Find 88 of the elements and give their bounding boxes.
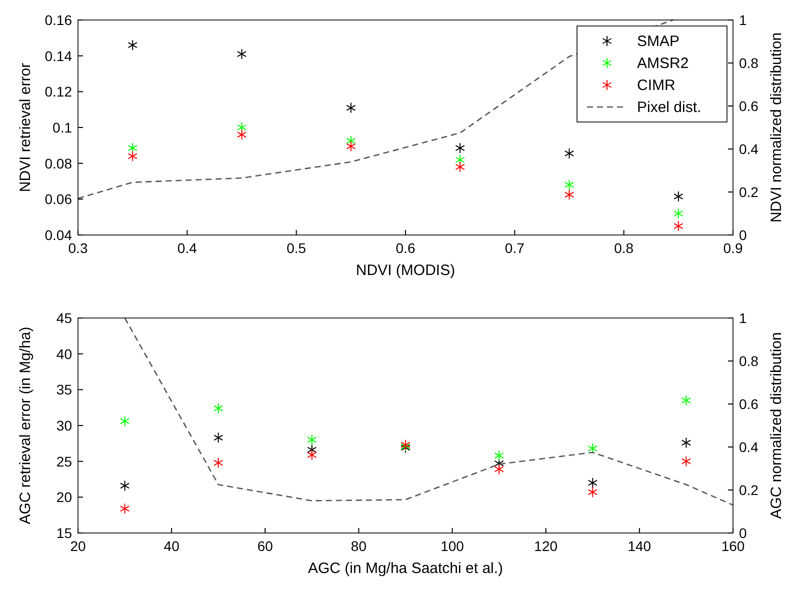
x-tick-label: 20 — [70, 538, 86, 554]
x-tick-label: 0.9 — [723, 240, 743, 256]
x-tick-label: 0.8 — [614, 240, 634, 256]
y2-axis-title: NDVI normalized distribution — [768, 32, 785, 223]
x-tick-label: 60 — [257, 538, 274, 554]
x-axis-title: NDVI (MODIS) — [356, 262, 456, 279]
point — [494, 450, 504, 462]
y-tick-label: 15 — [56, 525, 72, 541]
point — [494, 458, 504, 469]
x-tick-label: 0.5 — [286, 240, 306, 256]
y-tick-label: 0.06 — [44, 191, 72, 208]
point — [455, 142, 465, 154]
point — [346, 135, 356, 146]
x-tick-label: 0.7 — [504, 240, 525, 256]
y2-tick-label: 0.2 — [739, 184, 759, 200]
y-axis-title: AGC retrieval error (in Mg/ha) — [17, 326, 34, 524]
y2-tick-label: 0.6 — [739, 396, 759, 412]
point — [494, 464, 504, 475]
point — [674, 190, 684, 202]
y2-tick-label: 0.2 — [739, 482, 759, 498]
point — [214, 457, 224, 468]
point — [307, 434, 317, 446]
point — [564, 189, 574, 200]
y-tick-label: 0.14 — [44, 48, 72, 64]
x-tick-label: 100 — [440, 538, 464, 554]
point — [455, 161, 465, 172]
point — [588, 442, 598, 454]
point — [236, 122, 247, 133]
y2-tick-label: 1 — [739, 12, 747, 28]
y2-tick-label: 0.8 — [739, 353, 759, 369]
legend-label: CIMR — [637, 77, 676, 94]
y-tick-label: 40 — [56, 346, 72, 362]
point — [674, 220, 684, 232]
y-tick-label: 0.1 — [52, 120, 72, 136]
x-tick-label: 0.3 — [68, 240, 88, 256]
y2-tick-label: 0.8 — [739, 55, 759, 71]
y-tick-label: 0.16 — [44, 12, 72, 28]
point — [674, 208, 684, 219]
point — [236, 129, 247, 140]
y2-tick-label: 0.4 — [739, 439, 759, 455]
y-tick-label: 30 — [56, 418, 72, 434]
x-tick-label: 160 — [721, 538, 745, 554]
y-tick-label: 45 — [56, 310, 72, 326]
point — [128, 142, 138, 154]
x-tick-label: 0.6 — [396, 240, 416, 256]
point — [236, 48, 247, 60]
point — [120, 480, 130, 492]
point — [307, 444, 317, 456]
point — [681, 394, 692, 406]
y2-tick-label: 0 — [739, 227, 747, 243]
point — [564, 179, 574, 190]
y-tick-label: 20 — [56, 489, 72, 506]
point — [681, 456, 692, 467]
x-tick-label: 140 — [628, 538, 652, 554]
y2-tick-label: 1 — [739, 310, 747, 326]
point — [564, 148, 574, 159]
legend-label: SMAP — [637, 33, 680, 50]
point — [214, 432, 224, 444]
x-axis-title: AGC (in Mg/ha Saatchi et al.) — [308, 560, 504, 577]
x-tick-label: 80 — [350, 538, 367, 554]
point — [455, 154, 465, 166]
y-axis-title: NDVI retrieval error — [17, 62, 34, 192]
point — [346, 140, 356, 152]
legend-label: Pixel dist. — [637, 99, 702, 116]
point — [128, 40, 138, 51]
line-series — [124, 317, 734, 506]
point — [346, 102, 356, 114]
x-tick-label: 0.4 — [177, 240, 198, 256]
y2-tick-label: 0.4 — [739, 141, 759, 157]
legend-label: AMSR2 — [637, 55, 689, 72]
y-tick-label: 0.04 — [44, 227, 72, 243]
x-tick-label: 120 — [534, 538, 558, 554]
point — [588, 486, 598, 498]
y2-axis-title: AGC normalized distribution — [768, 332, 785, 519]
point — [128, 150, 138, 162]
point — [307, 449, 317, 460]
point — [681, 437, 692, 448]
y-tick-label: 25 — [56, 453, 72, 470]
point — [120, 416, 130, 427]
point — [214, 402, 224, 414]
y-tick-label: 0.08 — [44, 155, 72, 172]
y2-tick-label: 0 — [739, 525, 747, 541]
y-tick-label: 35 — [56, 382, 72, 398]
y2-tick-label: 0.6 — [739, 98, 759, 114]
point — [120, 503, 130, 514]
x-tick-label: 40 — [164, 538, 180, 554]
point — [588, 477, 598, 488]
y-tick-label: 0.12 — [44, 84, 72, 100]
